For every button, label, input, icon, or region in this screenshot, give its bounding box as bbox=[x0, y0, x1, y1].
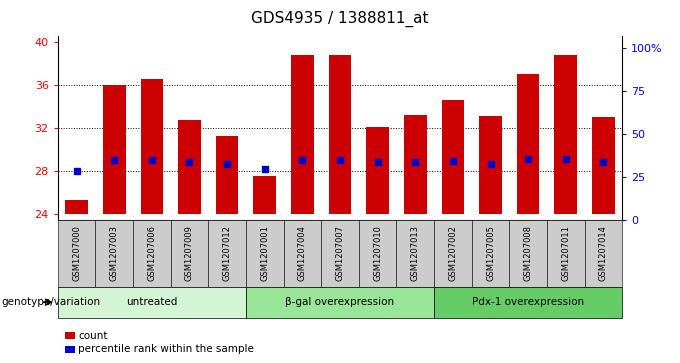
Bar bbox=[178, 121, 201, 214]
Text: GSM1207013: GSM1207013 bbox=[411, 225, 420, 281]
Text: GSM1207005: GSM1207005 bbox=[486, 225, 495, 281]
Text: GSM1207004: GSM1207004 bbox=[298, 225, 307, 281]
Bar bbox=[291, 55, 313, 214]
Bar bbox=[216, 135, 239, 214]
Text: GSM1207008: GSM1207008 bbox=[524, 225, 532, 281]
Bar bbox=[554, 55, 577, 214]
Text: GDS4935 / 1388811_at: GDS4935 / 1388811_at bbox=[251, 11, 429, 27]
Text: untreated: untreated bbox=[126, 297, 177, 307]
Text: β-gal overexpression: β-gal overexpression bbox=[286, 297, 394, 307]
Text: Pdx-1 overexpression: Pdx-1 overexpression bbox=[472, 297, 584, 307]
Text: GSM1207001: GSM1207001 bbox=[260, 225, 269, 281]
Text: GSM1207011: GSM1207011 bbox=[561, 225, 571, 281]
Bar bbox=[404, 115, 426, 214]
Bar bbox=[479, 116, 502, 214]
Bar bbox=[254, 176, 276, 214]
Text: count: count bbox=[78, 331, 108, 341]
Text: percentile rank within the sample: percentile rank within the sample bbox=[78, 344, 254, 354]
Text: GSM1207002: GSM1207002 bbox=[448, 225, 458, 281]
Bar bbox=[441, 100, 464, 214]
Text: GSM1207009: GSM1207009 bbox=[185, 225, 194, 281]
Text: GSM1207003: GSM1207003 bbox=[109, 225, 119, 281]
Bar bbox=[141, 79, 163, 214]
Bar bbox=[592, 117, 615, 214]
Text: GSM1207010: GSM1207010 bbox=[373, 225, 382, 281]
Text: GSM1207014: GSM1207014 bbox=[599, 225, 608, 281]
Text: GSM1207012: GSM1207012 bbox=[222, 225, 232, 281]
Bar bbox=[65, 200, 88, 214]
Bar bbox=[103, 85, 126, 214]
Text: genotype/variation: genotype/variation bbox=[1, 297, 101, 307]
Text: GSM1207007: GSM1207007 bbox=[335, 225, 345, 281]
Text: GSM1207006: GSM1207006 bbox=[148, 225, 156, 281]
Bar bbox=[367, 127, 389, 214]
Bar bbox=[328, 55, 352, 214]
Bar bbox=[517, 74, 539, 214]
Text: GSM1207000: GSM1207000 bbox=[72, 225, 81, 281]
